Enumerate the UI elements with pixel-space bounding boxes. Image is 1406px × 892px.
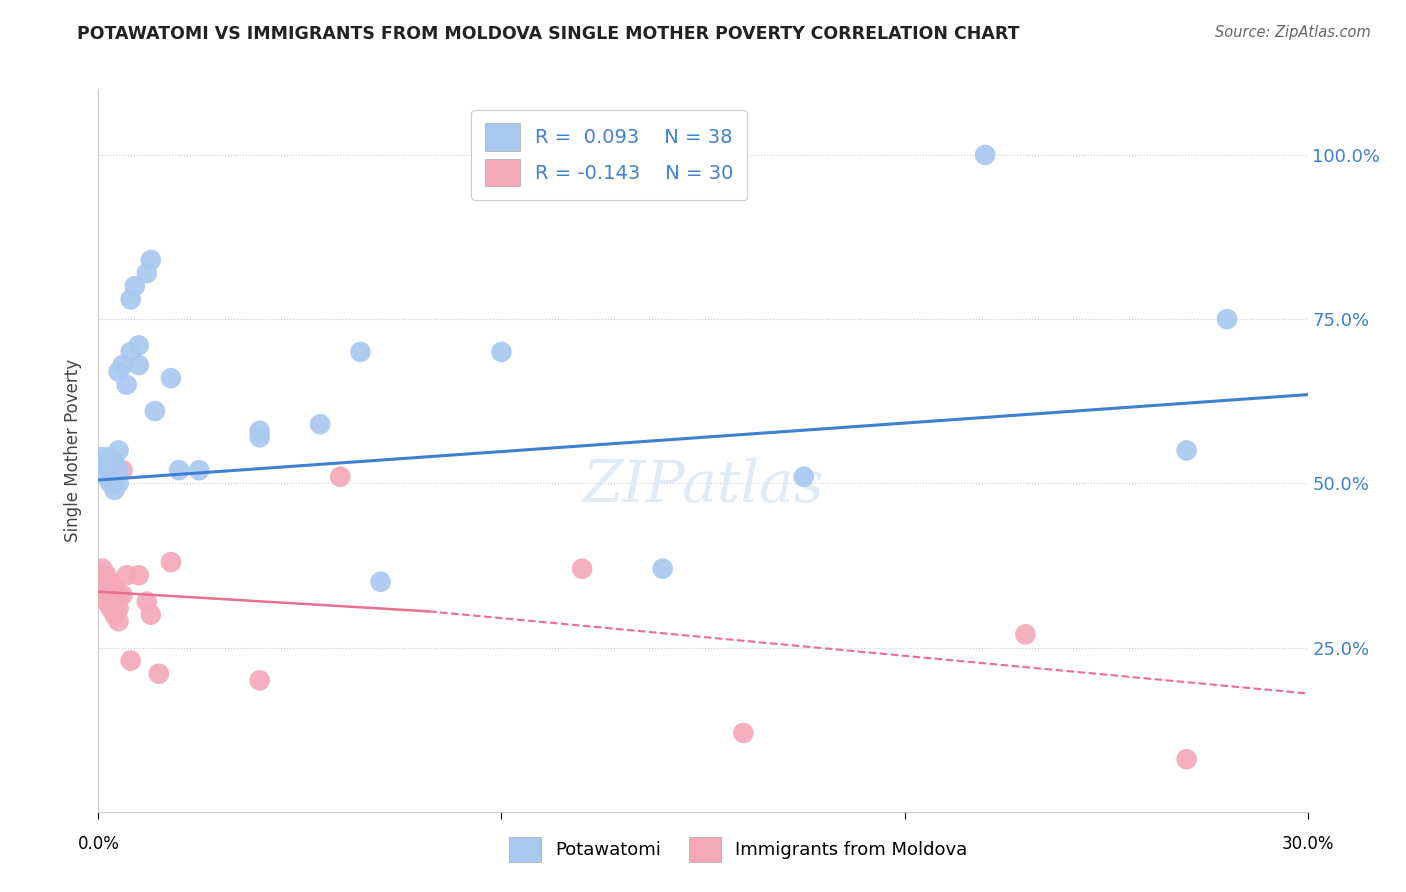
Point [120,654,142,668]
Point [100,588,122,602]
Text: ZIPatlas: ZIPatlas [582,458,824,515]
Point [249,424,271,438]
Point [103,582,125,596]
Point [1175,443,1198,458]
Point [120,345,142,359]
Point [793,469,815,483]
Point [100,450,122,464]
Point [96,594,118,608]
Point [96,469,118,483]
Point [143,404,166,418]
Point [135,594,157,608]
Point [188,463,211,477]
Point [1175,752,1198,766]
Point [115,377,138,392]
Point [349,345,371,359]
Point [115,568,138,582]
Point [91,568,114,582]
Point [249,673,271,688]
Point [370,574,392,589]
Legend: R =  0.093    N = 38, R = -0.143    N = 30: R = 0.093 N = 38, R = -0.143 N = 30 [471,110,747,200]
Point [91,562,114,576]
Point [100,463,122,477]
Point [139,252,162,267]
Text: Source: ZipAtlas.com: Source: ZipAtlas.com [1215,25,1371,40]
Point [103,457,125,471]
Point [91,450,114,464]
Point [160,371,183,385]
Point [103,607,125,622]
Point [100,601,122,615]
Point [1216,312,1239,326]
Y-axis label: Single Mother Poverty: Single Mother Poverty [65,359,83,542]
Point [100,476,122,491]
Point [167,463,190,477]
Point [148,666,170,681]
Point [91,574,114,589]
Point [128,568,150,582]
Point [103,594,125,608]
Point [107,476,129,491]
Point [107,443,129,458]
Point [249,430,271,444]
Point [96,582,118,596]
Point [96,568,118,582]
Point [135,266,157,280]
Point [107,365,129,379]
Text: 30.0%: 30.0% [1281,835,1334,853]
Point [124,279,146,293]
Point [96,457,118,471]
Point [107,601,129,615]
Point [103,469,125,483]
Point [329,469,352,483]
Point [491,345,513,359]
Point [974,148,997,162]
Point [111,463,134,477]
Point [107,463,129,477]
Point [120,293,142,307]
Point [128,338,150,352]
Point [309,417,332,432]
Point [571,562,593,576]
Point [160,555,183,569]
Text: POTAWATOMI VS IMMIGRANTS FROM MOLDOVA SINGLE MOTHER POVERTY CORRELATION CHART: POTAWATOMI VS IMMIGRANTS FROM MOLDOVA SI… [77,25,1019,43]
Point [139,607,162,622]
Point [107,588,129,602]
Legend: Potawatomi, Immigrants from Moldova: Potawatomi, Immigrants from Moldova [502,830,974,870]
Point [111,358,134,372]
Point [128,358,150,372]
Point [100,574,122,589]
Text: 0.0%: 0.0% [77,835,120,853]
Point [91,463,114,477]
Point [733,726,755,740]
Point [103,483,125,497]
Point [1014,627,1036,641]
Point [107,614,129,628]
Point [111,588,134,602]
Point [651,562,673,576]
